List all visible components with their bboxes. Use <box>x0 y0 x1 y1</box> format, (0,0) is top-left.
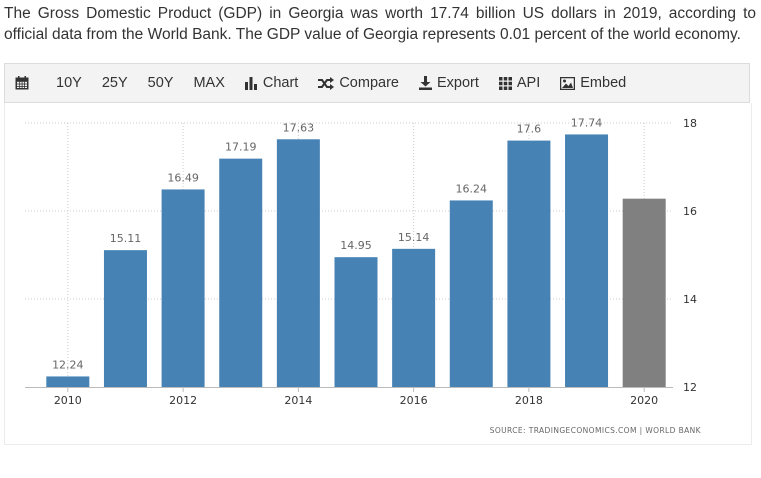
x-tick-label: 2018 <box>515 394 543 407</box>
data-label-2010: 12.24 <box>52 358 84 371</box>
calendar-icon <box>15 76 29 90</box>
bar-2014 <box>276 139 320 387</box>
x-tick-label: 2010 <box>54 394 82 407</box>
data-label-2014: 17.63 <box>283 121 315 134</box>
image-icon <box>560 76 576 90</box>
bar-2018 <box>507 140 551 387</box>
source-note: SOURCE: TRADINGECONOMICS.COM | WORLD BAN… <box>489 426 701 435</box>
x-tick-label: 2016 <box>400 394 428 407</box>
export-button[interactable]: Export <box>409 64 489 102</box>
data-label-2018: 17.6 <box>517 123 542 136</box>
chart-toolbar: 10Y 25Y 50Y MAX Chart Compare Export <box>4 63 750 103</box>
bar-2012 <box>161 189 205 387</box>
data-label-2016: 15.14 <box>398 231 430 244</box>
y-tick-label: 18 <box>683 117 697 130</box>
bar-2016 <box>392 248 436 387</box>
shuffle-icon <box>318 76 335 90</box>
api-button-label: API <box>516 75 541 91</box>
y-tick-label: 12 <box>683 381 697 394</box>
data-label-2017: 16.24 <box>456 182 488 195</box>
x-tick-label: 2014 <box>284 394 312 407</box>
bar-2013 <box>219 158 263 387</box>
api-button[interactable]: API <box>489 64 550 102</box>
embed-button-label: Embed <box>580 75 627 91</box>
data-label-2019: 17.74 <box>571 116 603 129</box>
embed-button[interactable]: Embed <box>550 64 636 102</box>
chart-button-label: Chart <box>262 75 299 91</box>
bar-2020 <box>622 198 666 387</box>
x-tick-label: 2012 <box>169 394 197 407</box>
calendar-button[interactable] <box>5 64 46 102</box>
data-label-2011: 15.11 <box>110 232 142 245</box>
bar-2015 <box>334 257 378 387</box>
data-label-2013: 17.19 <box>225 141 257 154</box>
compare-button-label: Compare <box>339 75 399 91</box>
intro-text: The Gross Domestic Product (GDP) in Geor… <box>4 5 756 43</box>
x-tick-label: 2020 <box>630 394 658 407</box>
bar-chart-icon <box>244 76 257 90</box>
data-label-2015: 14.95 <box>340 239 372 252</box>
bar-2010 <box>46 376 90 387</box>
bar-2017 <box>449 200 493 387</box>
y-tick-label: 16 <box>683 205 697 218</box>
chart-button[interactable]: Chart <box>235 64 308 102</box>
download-icon <box>418 76 432 90</box>
compare-button[interactable]: Compare <box>308 64 409 102</box>
range-50y-button[interactable]: 50Y <box>147 75 174 91</box>
range-max-button[interactable]: MAX <box>193 75 225 91</box>
bar-2011 <box>103 250 147 387</box>
gdp-bar-chart: 12 14 16 18 12.24 15.11 16.49 17.19 17.63 14.95 15… <box>25 116 697 407</box>
y-tick-label: 14 <box>683 293 697 306</box>
data-label-2012: 16.49 <box>167 171 199 184</box>
export-button-label: Export <box>436 75 479 91</box>
range-25y-button[interactable]: 25Y <box>101 75 128 91</box>
chart-area: 12 14 16 18 12.24 15.11 16.49 17.19 17.63 14.95 15… <box>4 103 752 445</box>
range-10y-button[interactable]: 10Y <box>56 75 82 91</box>
grid-icon <box>498 76 512 90</box>
bar-2019 <box>565 134 609 387</box>
